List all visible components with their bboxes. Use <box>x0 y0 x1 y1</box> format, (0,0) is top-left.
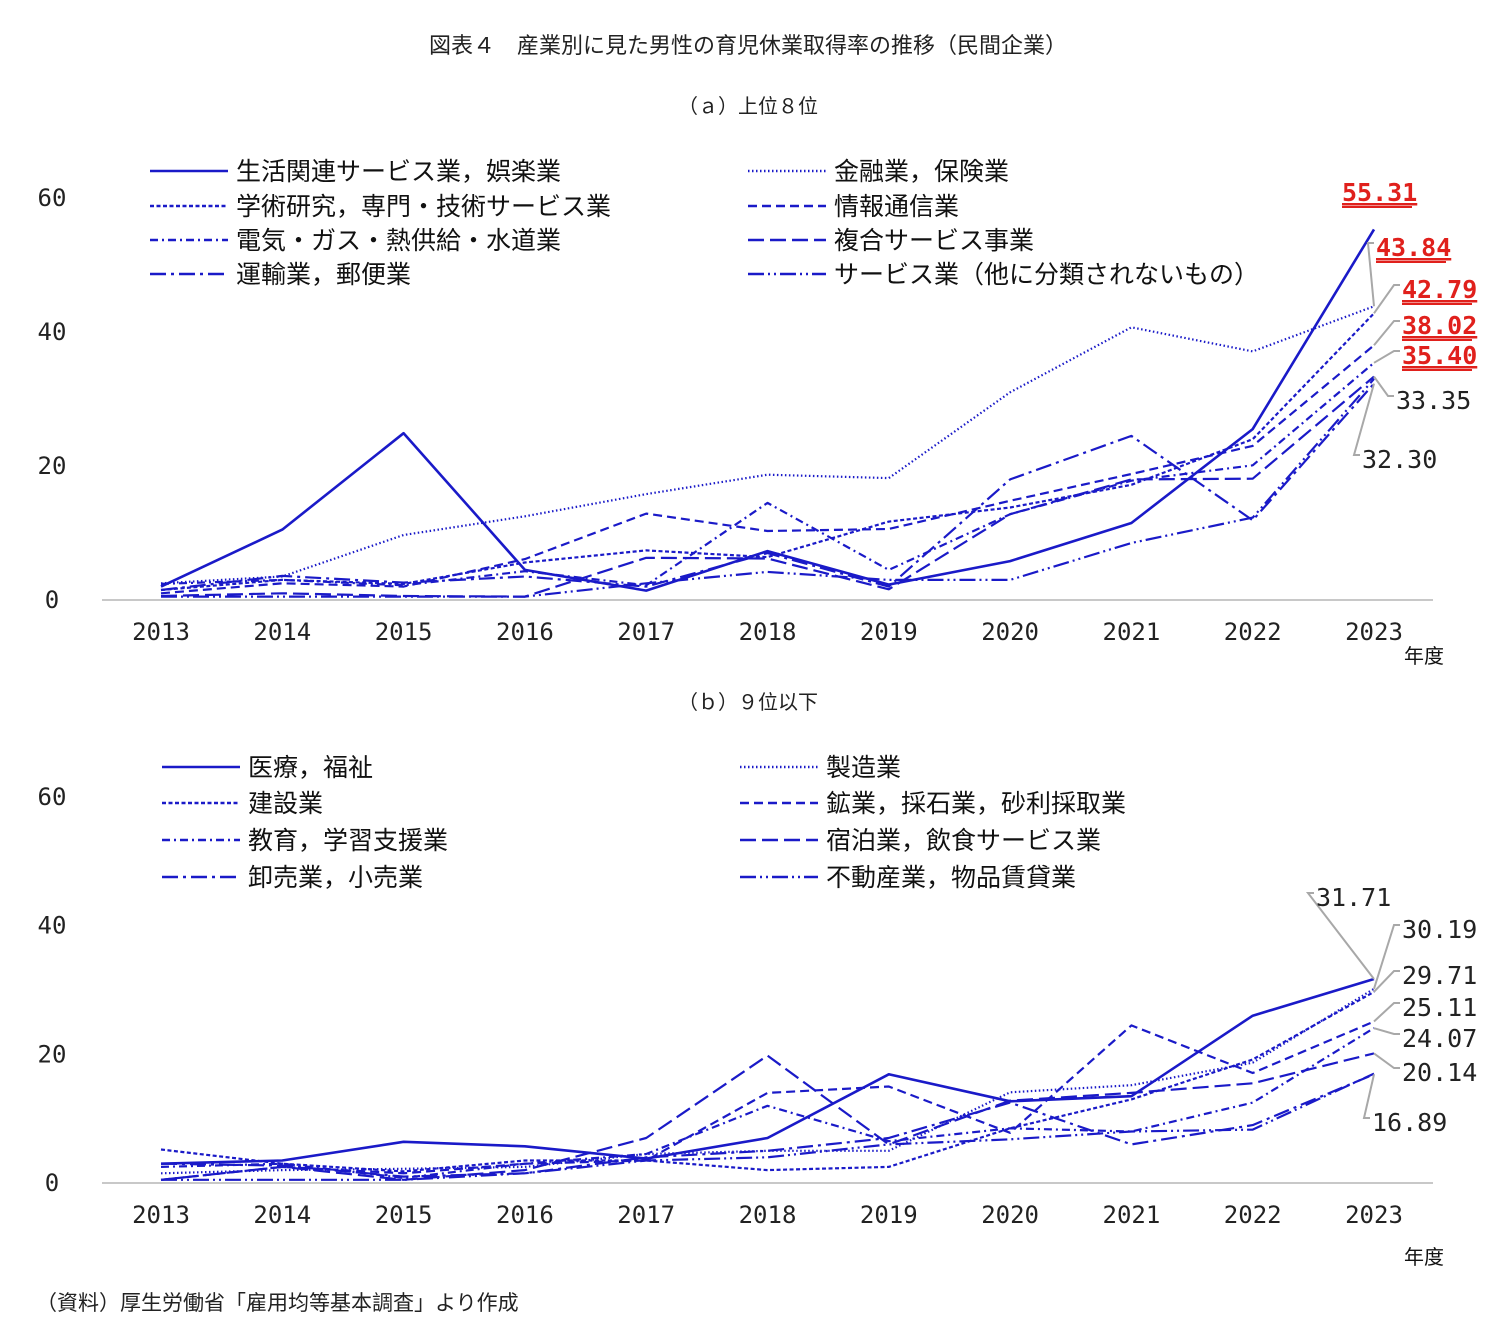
y-tick-label: 60 <box>38 783 67 811</box>
legend-entry: 鉱業，採石業，砂利採取業 <box>826 789 1126 818</box>
x-tick-label: 2014 <box>253 618 311 646</box>
label-leader-line <box>1373 1052 1400 1069</box>
y-tick-label: 0 <box>45 1169 59 1197</box>
value-label-2023: 32.30 <box>1362 445 1437 474</box>
legend-entry: 医療，福祉 <box>248 753 373 782</box>
x-tick-label: 2021 <box>1103 1201 1161 1229</box>
x-tick-label: 2014 <box>253 1201 311 1229</box>
series-line <box>160 361 1375 587</box>
x-unit-label: 年度 <box>1404 644 1444 668</box>
series-line <box>160 312 1375 592</box>
label-leader-line <box>1373 1002 1400 1023</box>
series-line <box>160 305 1375 585</box>
legend-entry: 学術研究，専門・技術サービス業 <box>236 192 611 221</box>
value-label-2023: 16.89 <box>1372 1108 1447 1137</box>
legend-entry: 不動産業，物品賃貸業 <box>826 863 1076 892</box>
series-line <box>160 344 1375 595</box>
legend-entry: 製造業 <box>826 753 901 782</box>
legend-entry: 教育，学習支援業 <box>248 826 448 855</box>
series-line <box>160 990 1375 1173</box>
x-tick-label: 2020 <box>981 1201 1039 1229</box>
value-label-2023: 24.07 <box>1402 1024 1477 1053</box>
source-note: （資料）厚生労働省「雇用均等基本調査」より作成 <box>36 1291 519 1315</box>
legend-entry: 建設業 <box>248 789 323 818</box>
value-label-2023: 43.84 <box>1376 233 1451 262</box>
y-tick-label: 40 <box>38 912 67 940</box>
legend-entry: 宿泊業，飲食サービス業 <box>826 826 1101 855</box>
legend-entry: 運輸業，郵便業 <box>236 260 411 289</box>
series-line <box>160 1020 1375 1181</box>
x-tick-label: 2022 <box>1224 1201 1282 1229</box>
label-leader-line <box>1373 320 1400 346</box>
label-leader-line <box>1373 284 1400 314</box>
value-label-2023: 55.31 <box>1342 178 1417 207</box>
legend-entry: 情報通信業 <box>834 192 959 221</box>
value-label-2023: 42.79 <box>1402 275 1477 304</box>
legend-entry: サービス業（他に分類されないもの） <box>834 260 1259 289</box>
legend-entry: 生活関連サービス業，娯楽業 <box>236 157 561 186</box>
x-tick-label: 2015 <box>375 618 433 646</box>
y-tick-label: 40 <box>38 318 67 346</box>
label-leader-line <box>1366 242 1375 307</box>
x-tick-label: 2019 <box>860 618 918 646</box>
legend-entry: 電気・ガス・熱供給・水道業 <box>236 226 561 255</box>
series-line <box>160 1052 1375 1181</box>
value-label-2023: 38.02 <box>1402 311 1477 340</box>
x-tick-label: 2017 <box>617 1201 675 1229</box>
legend-entry: 複合サービス事業 <box>834 226 1034 255</box>
legend-entry: 卸売業，小売業 <box>248 863 423 892</box>
x-tick-label: 2021 <box>1103 618 1161 646</box>
y-tick-label: 20 <box>38 452 67 480</box>
x-tick-label: 2019 <box>860 1201 918 1229</box>
label-leader-line <box>1373 924 1400 990</box>
label-leader-line <box>1373 350 1400 364</box>
label-leader-line <box>1373 1027 1400 1035</box>
x-tick-label: 2017 <box>617 618 675 646</box>
chart-panel-b: 0 20 40 60 2013 2014 2015 2016 2017 2018 2019 2020 2… <box>38 753 1478 1269</box>
series-line <box>161 1072 1375 1181</box>
value-label-2023: 33.35 <box>1396 386 1471 415</box>
series-line <box>160 228 1376 592</box>
x-tick-label: 2016 <box>496 1201 554 1229</box>
chart-panel-a: 0 20 40 60 2013 2014 2015 2016 2017 2018 2019 2020 2… <box>38 157 1478 668</box>
series-line <box>160 977 1375 1165</box>
series-line <box>160 375 1375 598</box>
y-tick-label: 0 <box>45 586 59 614</box>
x-tick-label: 2015 <box>375 1201 433 1229</box>
series-line <box>160 382 1375 592</box>
x-tick-label: 2023 <box>1345 618 1403 646</box>
label-leader-line <box>1305 892 1375 980</box>
series-line <box>160 1073 1375 1178</box>
label-leader-line <box>1362 1074 1375 1119</box>
value-label-2023: 29.71 <box>1402 961 1477 990</box>
series-line <box>160 1027 1375 1180</box>
value-label-2023: 31.71 <box>1316 883 1391 912</box>
label-leader-line <box>1352 383 1375 456</box>
x-unit-label: 年度 <box>1404 1245 1444 1269</box>
series-line <box>160 987 1375 1175</box>
x-tick-label: 2013 <box>132 1201 190 1229</box>
value-label-2023: 20.14 <box>1402 1058 1477 1087</box>
x-tick-label: 2020 <box>981 618 1039 646</box>
series-line <box>161 378 1375 598</box>
x-tick-label: 2016 <box>496 618 554 646</box>
legend-entry: 金融業，保険業 <box>834 157 1009 186</box>
x-tick-label: 2013 <box>132 618 190 646</box>
value-label-2023: 25.11 <box>1402 993 1477 1022</box>
panel-b-title: （ｂ）９位以下 <box>678 690 818 714</box>
panel-a-title: （ａ）上位８位 <box>678 94 818 118</box>
x-tick-label: 2023 <box>1345 1201 1403 1229</box>
y-tick-label: 60 <box>38 184 67 212</box>
figure-title: 図表４ 産業別に見た男性の育児休業取得率の推移（民間企業） <box>428 34 1067 59</box>
y-tick-label: 20 <box>38 1040 67 1068</box>
value-label-2023: 30.19 <box>1402 915 1477 944</box>
label-leader-line <box>1373 375 1394 397</box>
value-label-2023: 35.40 <box>1402 341 1477 370</box>
x-tick-label: 2022 <box>1224 618 1282 646</box>
x-tick-label: 2018 <box>739 1201 797 1229</box>
x-tick-label: 2018 <box>739 618 797 646</box>
label-leader-line <box>1373 970 1400 993</box>
